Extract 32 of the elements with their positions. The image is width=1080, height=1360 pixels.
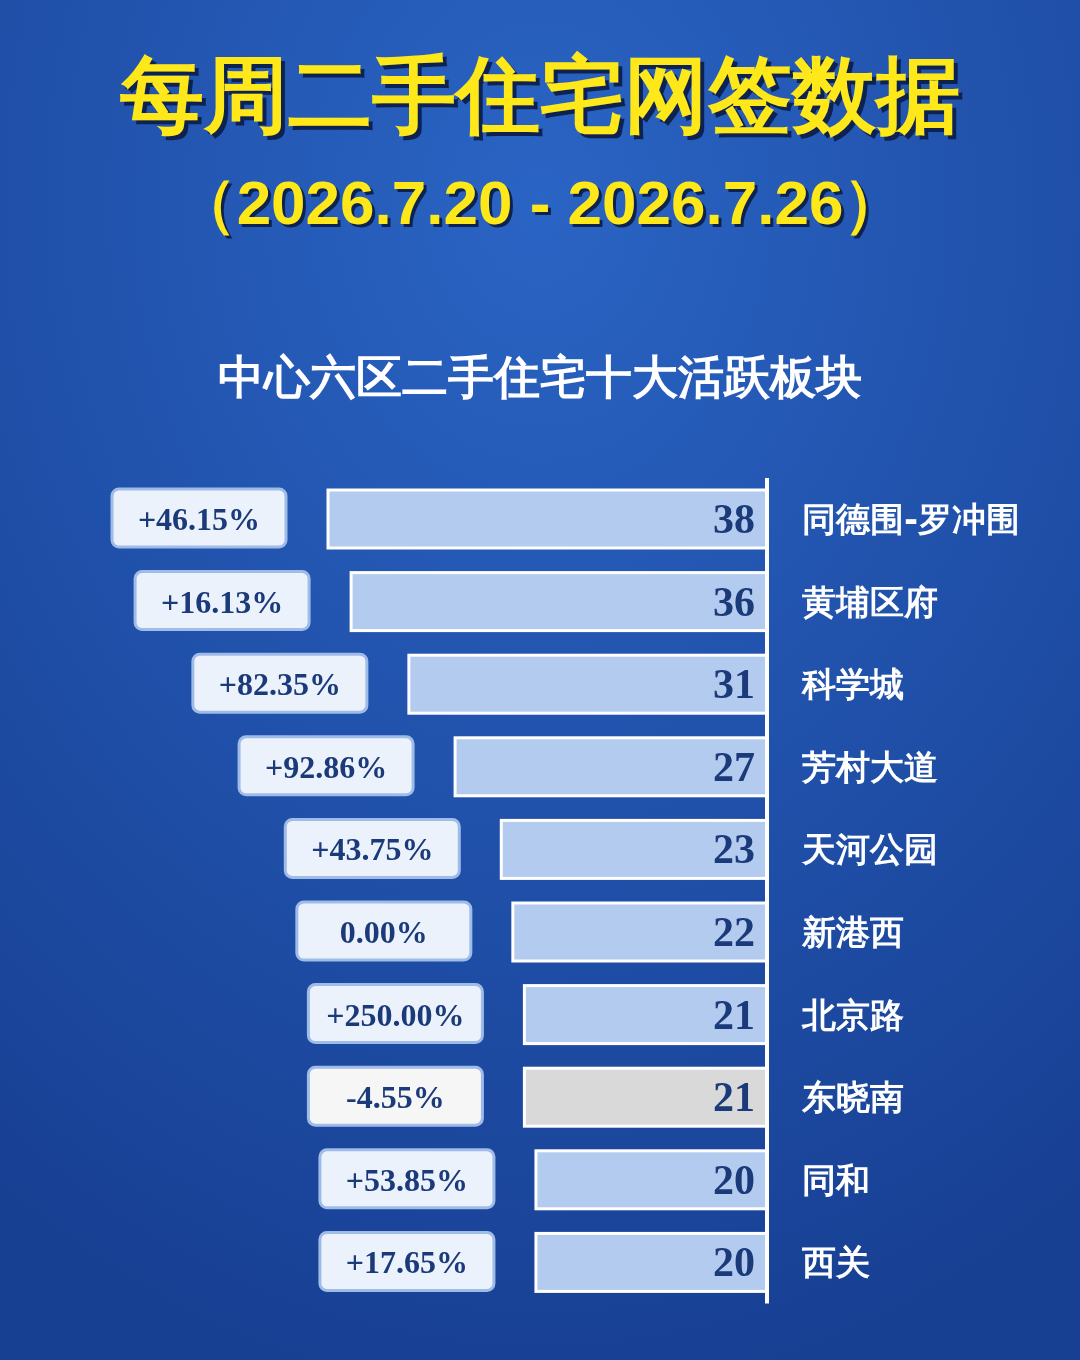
y-tick-label: 同德围-罗冲围 — [802, 499, 1021, 539]
annotation: -4.55% — [346, 1079, 445, 1116]
y-tick-label: 黄埔区府 — [802, 581, 938, 622]
annotation: +250.00% — [326, 996, 465, 1033]
chart-subtitle: （2026.7.20 - 2026.7.26） — [177, 171, 909, 240]
text: 中心六区二手住宅十大活跃板块 — [218, 350, 862, 404]
data-label: 20 — [713, 1239, 755, 1286]
y-tick-label: 西关 — [801, 1242, 870, 1283]
data-label: 31 — [713, 661, 755, 708]
data-label: 22 — [713, 909, 755, 955]
y-tick-label: 芳村大道 — [801, 746, 938, 787]
annotation: +82.35% — [218, 666, 341, 703]
data-label: 21 — [713, 1074, 755, 1121]
annotation: +17.65% — [345, 1244, 469, 1281]
annotation: +46.15% — [137, 501, 261, 537]
annotation: 0.00% — [339, 914, 428, 950]
data-label: 23 — [713, 826, 755, 873]
annotation: +43.75% — [311, 831, 434, 868]
y-tick-label: 天河公园 — [801, 829, 938, 870]
data-label: 21 — [713, 991, 755, 1038]
annotation: +16.13% — [160, 583, 284, 620]
data-label: 20 — [713, 1156, 755, 1203]
y-tick-label: 北京路 — [801, 994, 904, 1035]
annotation: +53.85% — [345, 1161, 469, 1198]
y-tick-label: 新港西 — [801, 912, 904, 952]
data-label: 36 — [713, 578, 755, 625]
data-label: 27 — [713, 743, 755, 790]
annotation: +92.86% — [264, 748, 388, 785]
y-tick-label: 科学城 — [801, 664, 904, 705]
y-tick-label: 东晓南 — [801, 1077, 904, 1118]
y-tick-label: 同和 — [802, 1159, 870, 1200]
data-label: 38 — [713, 496, 755, 542]
